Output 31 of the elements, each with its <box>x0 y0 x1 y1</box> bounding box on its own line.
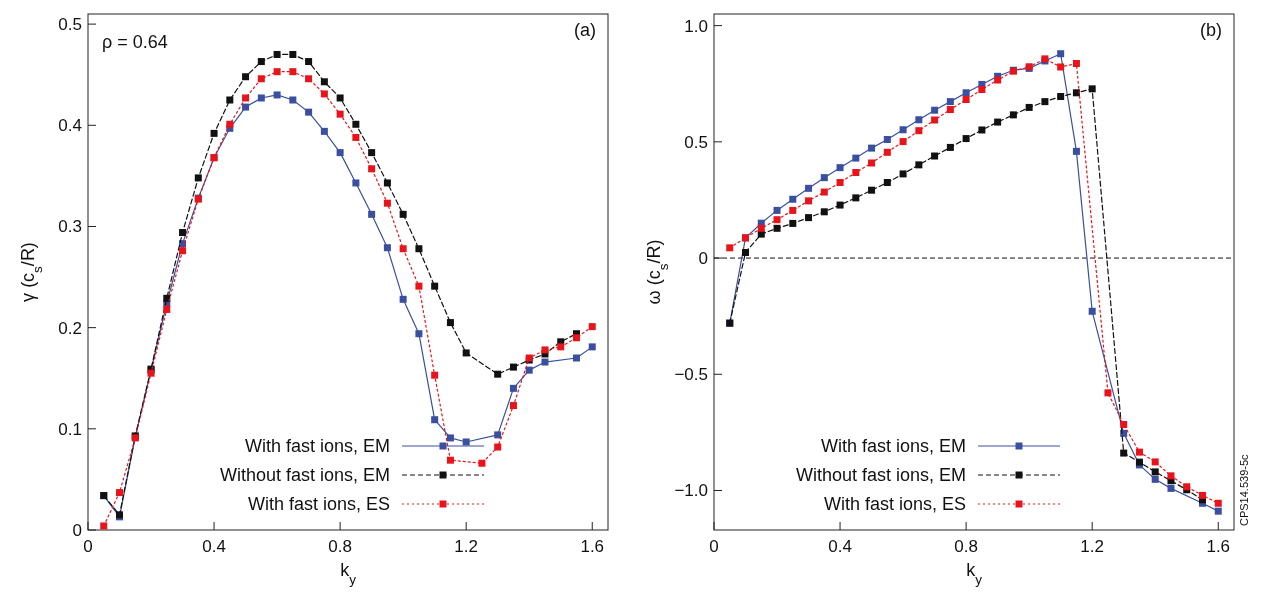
y-tick-label: 0.5 <box>58 15 82 35</box>
y-tick-label: 0.4 <box>58 116 82 136</box>
annotation: ρ = 0.64 <box>102 32 168 52</box>
x-tick-label: 0.8 <box>954 537 978 556</box>
annotation: (b) <box>1200 20 1222 40</box>
legend-label: Without fast ions, EM <box>795 465 966 485</box>
y-tick-label: 0.1 <box>58 419 82 439</box>
x-tick-label: 1.2 <box>454 537 478 556</box>
y-tick-label: 1.0 <box>684 16 708 36</box>
x-tick-label: 0.4 <box>828 537 852 556</box>
x-axis-title: k$_{y}$ <box>340 560 357 587</box>
x-tick-label: 0.4 <box>202 537 226 556</box>
legend-label: With fast ions, EM <box>820 436 966 456</box>
y-tick-label: 0.5 <box>684 132 708 152</box>
y-tick-label: −0.5 <box>674 365 708 385</box>
annotation: (a) <box>574 20 596 40</box>
x-axis-title: k$_{y}$ <box>966 560 983 587</box>
y-tick-label: 0 <box>72 521 82 540</box>
legend-label: Without fast ions, EM <box>219 465 390 485</box>
text: CPS14.539-5c <box>1238 453 1250 526</box>
x-tick-label: 1.6 <box>580 537 605 556</box>
y-tick-label: −1.0 <box>674 481 708 501</box>
legend-label: With fast ions, ES <box>247 494 390 514</box>
legend-label: With fast ions, EM <box>244 436 390 456</box>
legend-label: With fast ions, ES <box>823 494 966 514</box>
x-tick-label: 0.8 <box>328 537 352 556</box>
x-tick-label: 1.2 <box>1080 537 1104 556</box>
y-tick-label: 0.2 <box>58 318 82 338</box>
x-tick-label: 1.6 <box>1206 537 1231 556</box>
y-tick-label: 0 <box>698 249 708 269</box>
y-tick-label: 0.3 <box>58 217 82 237</box>
